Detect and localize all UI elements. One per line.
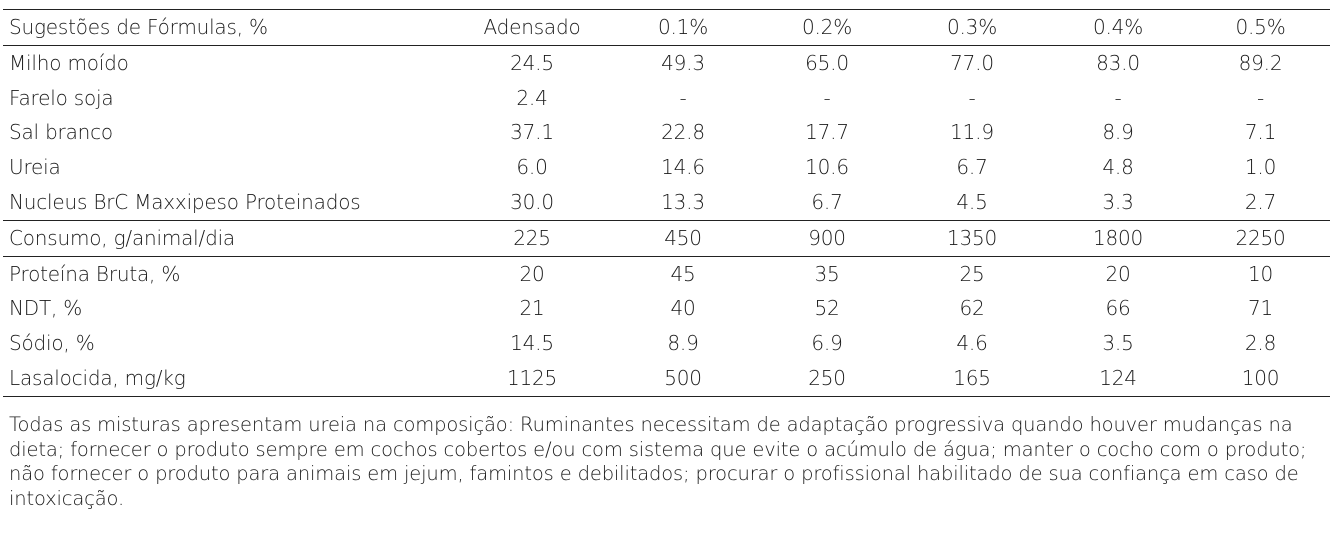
table-row-ndt: NDT, % 21 40 52 62 66 71 [3,291,1330,326]
cell-value: 30.0 [510,189,554,214]
header-label: Sugestões de Fórmulas, % [3,9,453,46]
row-label: Consumo, g/animal/dia [3,219,453,257]
cell-value: 3.3 [1102,189,1134,214]
cell-value: 40 [670,296,696,321]
cell-value: 1125 [453,360,611,397]
header-column-0-1: 0.1% [611,9,755,46]
cell-value: 35 [814,261,840,286]
cell-value: 71 [1247,296,1274,321]
cell-value: 14.5 [510,331,554,356]
row-label: NDT, % [9,296,83,321]
cell-value: 100 [1191,360,1330,397]
table-row-sodio: Sódio, % 14.5 8.9 6.9 4.6 3.5 2.8 [3,326,1330,361]
cell-value: 6.0 [516,155,548,180]
row-label: Nucleus BrC Maxxipeso Proteinados [9,189,361,214]
row-label: Lasalocida, mg/kg [3,360,453,397]
cell-value: 4.5 [956,189,988,214]
cell-value: 20 [519,261,545,286]
table-row-consumo: Consumo, g/animal/dia 225 450 900 1350 1… [3,219,1330,257]
cell-value: 1350 [899,219,1045,257]
cell-value: 10 [1247,261,1274,286]
cell-value: 250 [755,360,899,397]
cell-value: 2.4 [516,85,548,110]
cell-value: 83.0 [1096,50,1140,75]
cell-value: 89.2 [1238,50,1283,75]
cell-value: 62 [959,296,985,321]
cell-value: 4.8 [1102,155,1134,180]
cell-value: 66 [1105,296,1131,321]
cell-value: 225 [453,219,611,257]
cell-value: 2250 [1191,219,1330,257]
cell-value: 6.7 [956,155,988,180]
table-row-milho-moido: Milho moído 24.5 49.3 65.0 77.0 83.0 89.… [3,45,1330,80]
cell-value: 3.5 [1102,331,1134,356]
cell-value: 77.0 [950,50,994,75]
row-label: Milho moído [9,50,129,75]
cell-value: 1.0 [1244,155,1277,180]
cell-value: 450 [611,219,755,257]
cell-value: - [1114,85,1122,110]
header-column-0-2: 0.2% [755,9,899,46]
cell-value: 21 [519,296,545,321]
row-label: Farelo soja [9,85,114,110]
cell-value: 165 [899,360,1045,397]
cell-value: 13.3 [661,189,705,214]
cell-value: 124 [1045,360,1191,397]
row-label: Sódio, % [9,331,95,356]
table-row-sal-branco: Sal branco 37.1 22.8 17.7 11.9 8.9 7.1 [3,115,1330,150]
cell-value: 52 [814,296,840,321]
cell-value: 2.8 [1244,331,1277,356]
header-column-adensado: Adensado [453,9,611,46]
table-row-lasalocida: Lasalocida, mg/kg 1125 500 250 165 124 1… [3,360,1330,397]
cell-value: 4.6 [956,331,988,356]
row-label: Ureia [9,155,61,180]
cell-value: 8.9 [1102,120,1134,145]
formula-table: Sugestões de Fórmulas, % Adensado 0.1% 0… [3,9,1330,397]
cell-value: 11.9 [950,120,994,145]
cell-value: 14.6 [661,155,705,180]
row-label: Sal branco [9,120,113,145]
header-column-0-4: 0.4% [1045,9,1191,46]
cell-value: 65.0 [805,50,849,75]
cell-value: 25 [959,261,985,286]
cell-value: 24.5 [510,50,554,75]
table-header-row: Sugestões de Fórmulas, % Adensado 0.1% 0… [3,9,1330,46]
cell-value: 37.1 [510,120,554,145]
table-row-proteina-bruta: Proteína Bruta, % 20 45 35 25 20 10 [3,256,1330,291]
cell-value: 6.7 [811,189,843,214]
cell-value: - [968,85,976,110]
cell-value: 500 [611,360,755,397]
cell-value: 900 [755,219,899,257]
cell-value: 22.8 [661,120,705,145]
cell-value: 8.9 [667,331,699,356]
cell-value: 20 [1105,261,1131,286]
header-column-0-3: 0.3% [899,9,1045,46]
cell-value: - [1256,85,1265,110]
table-row-ureia: Ureia 6.0 14.6 10.6 6.7 4.8 1.0 [3,150,1330,185]
warning-note: Todas as misturas apresentam ureia na co… [9,413,1307,510]
cell-value: - [823,85,831,110]
cell-value: 1800 [1045,219,1191,257]
cell-value: - [679,85,687,110]
row-label: Proteína Bruta, % [9,261,181,286]
cell-value: 7.1 [1244,120,1277,145]
header-column-0-5: 0.5% [1191,9,1330,46]
table-row-farelo-soja: Farelo soja 2.4 - - - - - [3,81,1330,116]
cell-value: 6.9 [811,331,843,356]
cell-value: 2.7 [1244,189,1277,214]
cell-value: 10.6 [805,155,849,180]
table-row-nucleus: Nucleus BrC Maxxipeso Proteinados 30.0 1… [3,185,1330,220]
cell-value: 45 [670,261,696,286]
cell-value: 49.3 [661,50,705,75]
cell-value: 17.7 [805,120,849,145]
formula-table-container: Sugestões de Fórmulas, % Adensado 0.1% 0… [3,9,1330,397]
